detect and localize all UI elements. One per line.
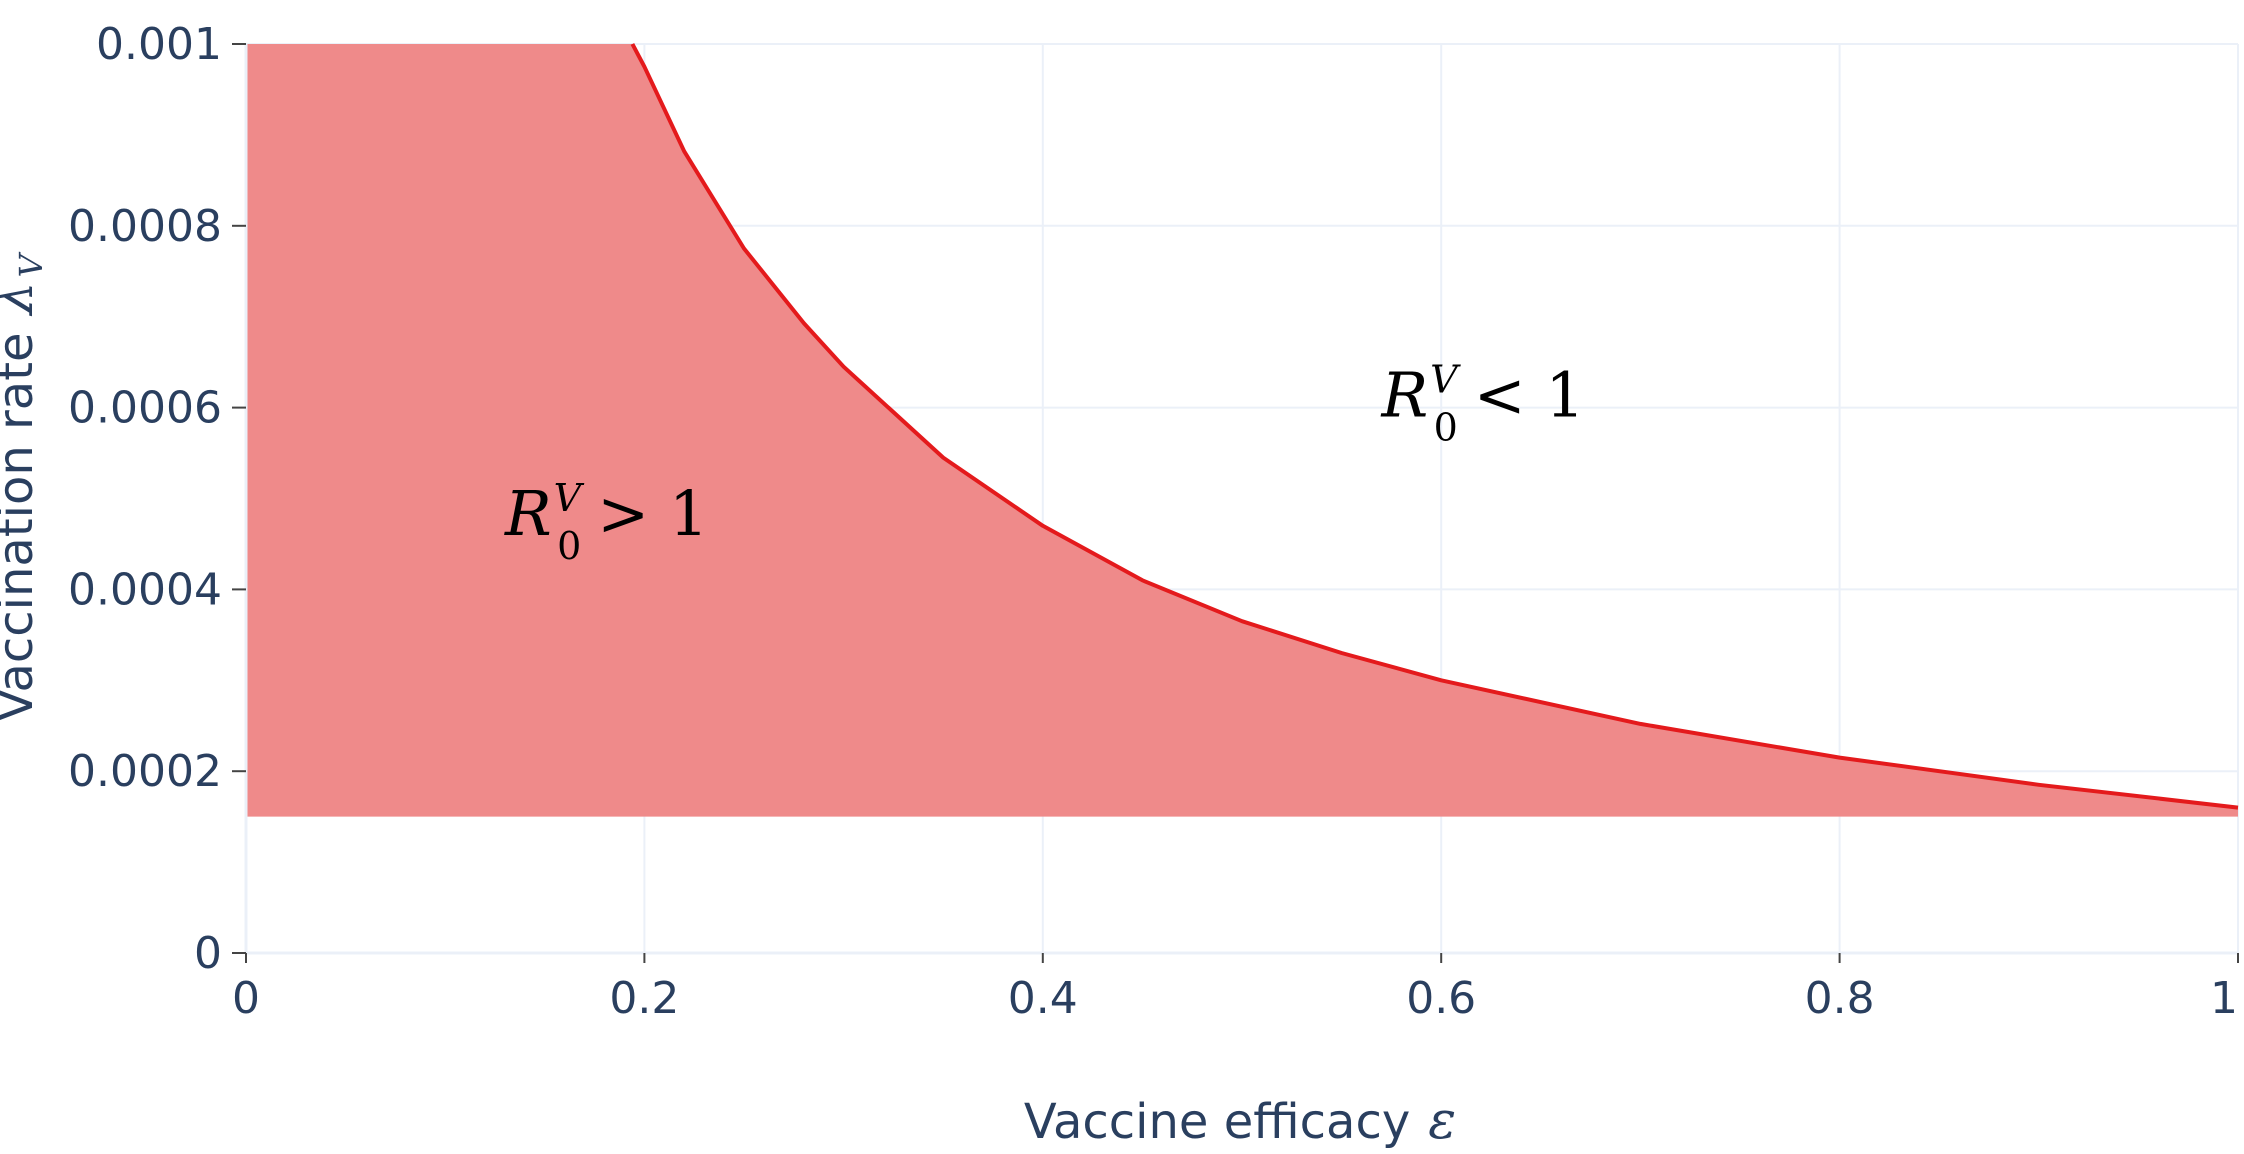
x-tick-label: 0.6 — [1406, 973, 1476, 1024]
x-tick-label: 1 — [2210, 973, 2238, 1024]
y-axis-ticks: 0 0.0002 0.0004 0.0006 0.0008 0.001 — [68, 19, 246, 979]
y-tick-label: 0 — [194, 928, 222, 979]
x-axis-ticks: 0 0.2 0.4 0.6 0.8 1 — [232, 953, 2239, 1024]
y-tick-label: 0.0008 — [68, 201, 222, 252]
x-axis-title: Vaccine efficacy ε — [1024, 1091, 1456, 1151]
x-axis-title-symbol: ε — [1428, 1091, 1456, 1151]
threshold-curve — [630, 43, 2239, 810]
axes — [244, 44, 2238, 955]
y-axis-title: Vaccination rate λ V — [0, 251, 50, 721]
y-tick-label: 0.0002 — [68, 746, 222, 797]
y-tick-label: 0.001 — [96, 19, 222, 70]
y-tick-label: 0.0006 — [68, 383, 222, 434]
x-tick-label: 0.4 — [1008, 973, 1078, 1024]
x-axis-title-text: Vaccine efficacy — [1024, 1094, 1410, 1150]
x-tick-label: 0.2 — [609, 973, 679, 1024]
region-annotations: RV 0 > 1 RV 0 < 1 — [504, 358, 1585, 568]
shaded-region-r0-greater-than-1 — [246, 44, 2238, 817]
y-axis-title-subscript: V — [12, 251, 50, 277]
x-tick-label: 0.8 — [1805, 973, 1875, 1024]
region-annotation: RV 0 > 1 — [504, 476, 708, 568]
y-axis-title-symbol: λ — [0, 281, 45, 316]
y-tick-label: 0.0004 — [68, 564, 222, 615]
region-annotation: RV 0 < 1 — [1380, 358, 1584, 450]
y-axis-title-text: Vaccination rate — [0, 332, 44, 721]
x-tick-label: 0 — [232, 973, 260, 1024]
